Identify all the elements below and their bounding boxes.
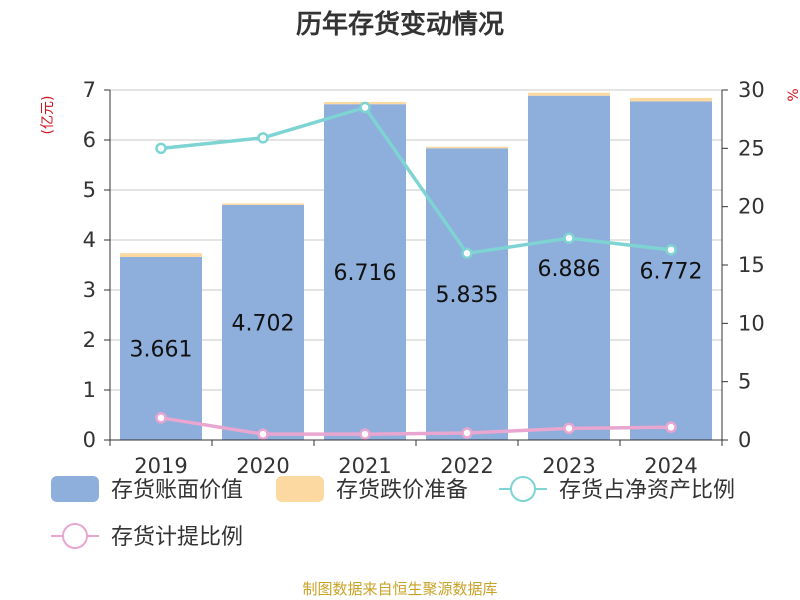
bar-book-value [222, 204, 304, 440]
x-axis-tick-label: 2023 [542, 454, 595, 478]
left-axis-tick-label: 3 [83, 278, 96, 302]
point-net-asset-ratio [359, 101, 371, 114]
x-axis-tick-label: 2022 [440, 454, 493, 478]
bar-book-value [528, 95, 610, 440]
right-axis-tick-label: 20 [738, 195, 765, 219]
point-provision-ratio [257, 428, 269, 440]
bar-value-label: 5.835 [436, 283, 499, 308]
point-net-asset-ratio [257, 132, 269, 144]
legend-book-value-swatch [51, 476, 99, 502]
legend-provision-swatch [276, 476, 324, 502]
point-net-asset-ratio [563, 232, 575, 244]
right-axis-tick-label: 0 [738, 428, 751, 452]
bar-value-label: 6.716 [334, 261, 397, 286]
legend-net-asset-ratio-swatch-marker [510, 476, 536, 502]
right-axis-tick-label: 5 [738, 370, 751, 394]
point-provision-ratio [155, 412, 167, 424]
point-provision-ratio [563, 422, 575, 435]
left-axis-tick-label: 1 [83, 378, 96, 402]
legend-net-asset-ratio-label: 存货占净资产比例 [559, 478, 735, 503]
point-provision-ratio [665, 421, 677, 433]
line-provision-ratio [160, 416, 672, 436]
point-net-asset-ratio [155, 142, 167, 155]
bar-book-value [324, 104, 406, 440]
x-axis-tick-label: 2019 [134, 454, 187, 478]
bar-provision [120, 253, 202, 257]
point-provision-ratio [359, 428, 371, 440]
line-series [155, 101, 677, 440]
bar-book-value [630, 101, 712, 441]
right-axis-unit: % [786, 88, 800, 101]
bar-provision [528, 92, 610, 96]
bar-book-value [426, 148, 508, 440]
left-axis-tick-label: 5 [83, 178, 96, 202]
legend-provision-ratio-label: 存货计提比例 [111, 525, 243, 550]
legend-provision-ratio-swatch-marker [62, 523, 88, 549]
left-axis-unit: (亿元) [40, 96, 56, 135]
left-axis-tick-label: 0 [83, 428, 96, 452]
point-net-asset-ratio [461, 247, 473, 260]
point-provision-ratio [461, 427, 473, 439]
x-axis-tick-label: 2024 [644, 454, 697, 478]
right-axis-tick-label: 25 [738, 136, 765, 160]
right-axis-tick-label: 15 [738, 253, 765, 277]
bar-value-label: 4.702 [232, 311, 295, 336]
right-axis-tick-label: 10 [738, 311, 765, 335]
bar-provision [630, 97, 712, 102]
bar-value-label: 3.661 [130, 337, 193, 362]
left-axis-tick-label: 4 [83, 228, 96, 252]
left-axis-tick-label: 7 [83, 78, 96, 102]
line-net-asset-ratio [160, 105, 672, 256]
legend-book-value-label: 存货账面价值 [111, 478, 243, 503]
bar-value-label: 6.772 [640, 260, 703, 285]
gridlines [110, 89, 722, 391]
left-axis-tick-label: 2 [83, 328, 96, 352]
bar-book-value [120, 256, 202, 440]
bar-value-label: 6.886 [538, 257, 601, 282]
chart-title: 历年存货变动情况 [296, 9, 504, 40]
x-axis-tick-label: 2020 [236, 454, 289, 478]
point-net-asset-ratio [665, 244, 677, 256]
legend-provision-label: 存货跌价准备 [336, 478, 468, 503]
axes: 0 1 2 3 4 5 6 7 0 5 10 15 20 25 30 2019 2020 2021 2022 2023… [83, 78, 765, 478]
left-axis-tick-label: 6 [83, 128, 96, 152]
bar-provision [426, 146, 508, 149]
x-axis-tick-label: 2021 [338, 454, 391, 478]
bar-provision [222, 203, 304, 205]
right-axis-tick-label: 30 [738, 78, 765, 102]
source-note: 制图数据来自恒生聚源数据库 [302, 580, 497, 598]
